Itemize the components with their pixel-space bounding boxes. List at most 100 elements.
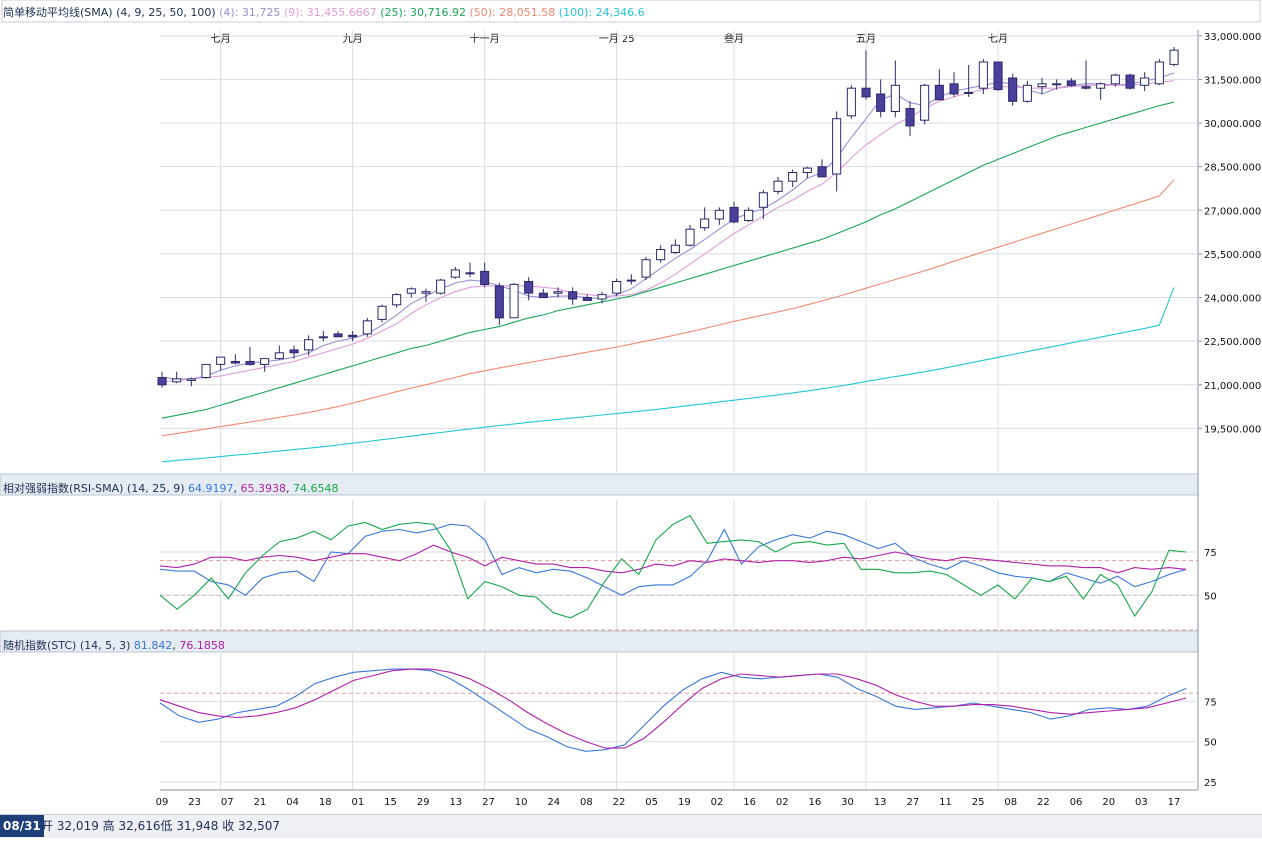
legend-p9-label: (9) [283, 6, 300, 19]
x-tick-label: 10 [515, 797, 528, 808]
candle-body [685, 228, 695, 246]
candle-body [729, 206, 739, 223]
price-tick-label: 27,000.0000 [1204, 206, 1262, 217]
stc-series-line [159, 668, 1187, 752]
candle-body [700, 218, 710, 229]
candle-body [260, 358, 270, 365]
price-tick-label: 31,500.0000 [1204, 75, 1262, 86]
sma-p25-line [161, 101, 1175, 419]
candle-body [333, 333, 343, 338]
stc-series-line [159, 668, 1187, 749]
price-tick-label: 28,500.0000 [1204, 163, 1262, 174]
candle-body [773, 180, 783, 192]
x-tick-label: 07 [221, 797, 234, 808]
rsi-value-1: 64.9197 [187, 482, 234, 495]
candle-body [289, 349, 299, 354]
stc-value-2: 76.1858 [179, 639, 225, 652]
legend-p25-label: (25) [380, 6, 403, 19]
price-tick-label: 24,000.0000 [1204, 294, 1262, 305]
legend-p4-value: 31,725 [241, 6, 281, 19]
x-tick-label: 29 [417, 797, 430, 808]
candle-body [1110, 74, 1120, 85]
month-label: 十一月 [470, 32, 500, 45]
legend-p100-label: (100) [558, 6, 589, 19]
open-label: 开 [41, 819, 54, 833]
price-header-frame [1, 0, 1261, 23]
x-tick-label: 23 [188, 797, 201, 808]
rsi-title: 相对强弱指数(RSI-SMA) [3, 482, 124, 495]
x-tick-label: 13 [874, 797, 887, 808]
date-badge: 08/31 [0, 815, 44, 837]
candle-body [568, 291, 578, 300]
rsi-tick-label: 75 [1204, 548, 1217, 559]
candle-body [538, 292, 548, 299]
candle-body [905, 108, 915, 127]
status-bar [0, 814, 1262, 838]
x-tick-label: 02 [711, 797, 724, 808]
candle-body [1081, 86, 1091, 89]
candle-body [876, 93, 886, 112]
candle-body [406, 288, 416, 294]
candle-body [714, 209, 724, 220]
sma-p100-line [161, 287, 1175, 463]
candle-body [377, 305, 387, 320]
close-label: 收 [222, 819, 235, 833]
candle-body [392, 294, 402, 306]
x-tick-label: 27 [482, 797, 495, 808]
low-label: 低 [160, 819, 173, 833]
high-label: 高 [102, 819, 115, 833]
legend-p100-value: 24,346.6 [595, 6, 645, 19]
stc-tick-label: 50 [1204, 738, 1217, 749]
rsi-series-line [159, 514, 1187, 619]
legend-p9-value: 31,455.6667 [306, 6, 377, 19]
x-tick-label: 02 [776, 797, 789, 808]
x-tick-label: 25 [972, 797, 985, 808]
candle-body [465, 272, 475, 275]
candle-body [964, 92, 974, 94]
candle-body [172, 378, 182, 383]
candle-body [949, 83, 959, 95]
x-tick-label: 27 [906, 797, 919, 808]
x-tick-label: 05 [645, 797, 658, 808]
price-tick-label: 19,500.0000 [1204, 424, 1262, 435]
price-tick-label: 33,000.0000 [1204, 32, 1262, 43]
price-params: (4, 9, 25, 50, 100) [116, 6, 216, 19]
price-title: 简单移动平均线(SMA) [3, 6, 113, 19]
sma-p9-line [161, 80, 1175, 383]
sma-p4-line [161, 72, 1175, 380]
price-header-bg [0, 0, 1262, 22]
price-tick-label: 22,500.0000 [1204, 337, 1262, 348]
price-tick-label: 25,500.0000 [1204, 250, 1262, 261]
price-legend: 简单移动平均线(SMA) (4, 9, 25, 50, 100) (4): 31… [3, 6, 645, 19]
x-tick-label: 16 [809, 797, 822, 808]
candle-body [641, 259, 651, 278]
stc-value-1: 81.842 [133, 639, 173, 652]
candle-body [978, 61, 988, 89]
rsi-value-3: 74.6548 [292, 482, 339, 495]
candle-body [670, 244, 680, 253]
low-value: 31,948 [176, 819, 219, 833]
month-label: 一月 25 [599, 33, 635, 45]
x-tick-label: 20 [1102, 797, 1115, 808]
candle-body [832, 118, 842, 175]
x-tick-label: 21 [254, 797, 267, 808]
candle-body [802, 167, 812, 174]
candle-body [245, 361, 255, 365]
open-value: 32,019 [56, 819, 99, 833]
x-tick-label: 30 [841, 797, 854, 808]
candle-body [934, 84, 944, 101]
candle-body [509, 283, 519, 319]
x-tick-label: 16 [743, 797, 756, 808]
month-label: 叁月 [724, 32, 744, 45]
candle-body [362, 320, 372, 335]
candle-body [480, 270, 490, 285]
candle-body [582, 297, 592, 301]
candle-body [890, 84, 900, 113]
month-label: 七月 [211, 33, 231, 45]
candle-body [318, 336, 328, 339]
candle-body [1008, 77, 1018, 102]
close-value: 32,507 [238, 819, 281, 833]
candle-body [436, 279, 446, 294]
legend-p25-value: 30,716.92 [410, 6, 466, 19]
x-tick-label: 04 [286, 797, 299, 808]
